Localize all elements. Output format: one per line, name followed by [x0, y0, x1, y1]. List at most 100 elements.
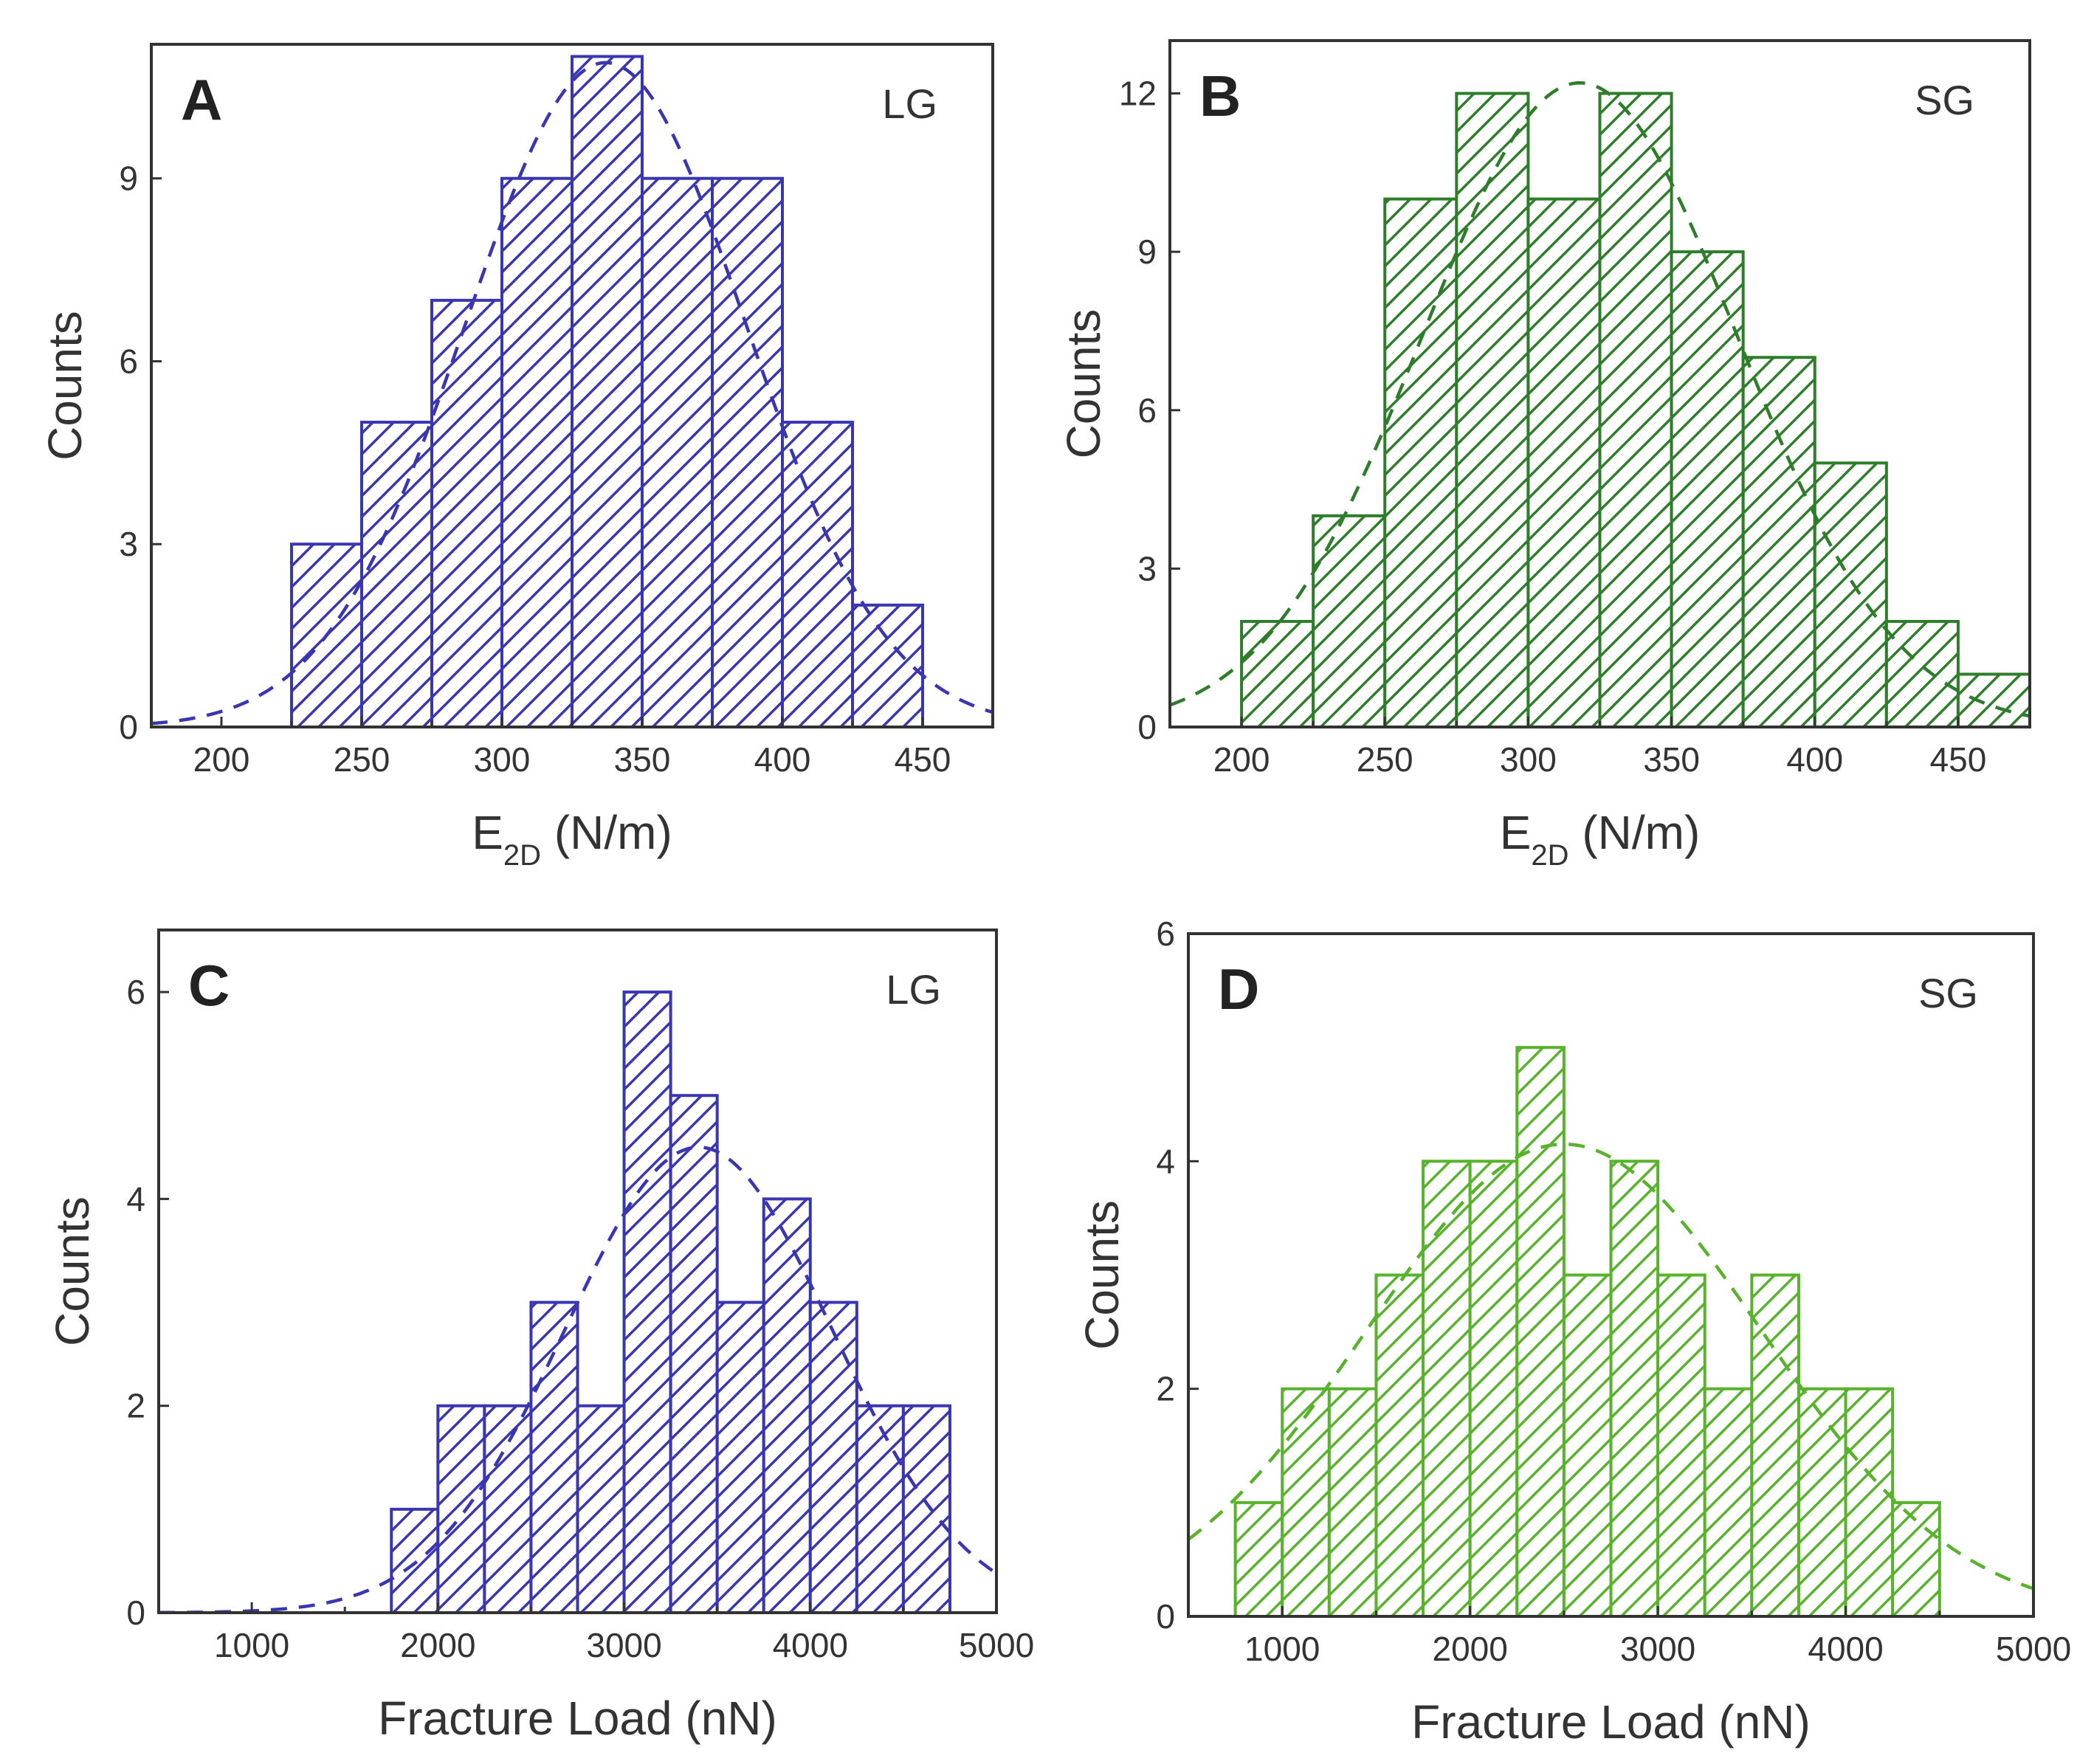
y-tick-label: 12 [1119, 75, 1157, 113]
histogram-bar [1374, 1273, 1425, 1618]
y-tick-label: 9 [1137, 232, 1157, 271]
x-tick-label: 400 [1786, 740, 1843, 779]
x-axis-title-main: Fracture Load (nN) [378, 1692, 777, 1745]
x-tick-label: 2000 [400, 1626, 475, 1664]
gaussian-fit-line [1170, 81, 2030, 718]
histogram-bar [1891, 1501, 1941, 1619]
histogram-bar [1240, 619, 1315, 729]
y-tick-label: 9 [119, 159, 138, 198]
x-tick-label: 4000 [1808, 1630, 1883, 1668]
x-tick-label: 200 [1213, 740, 1270, 779]
y-tick-label: 4 [126, 1179, 145, 1218]
x-tick-label: 3000 [1620, 1630, 1695, 1668]
histogram-bar [1327, 1387, 1378, 1618]
x-tick-label: 3000 [586, 1626, 661, 1664]
histogram-bar [781, 421, 854, 729]
y-tick-label: 0 [1156, 1597, 1175, 1636]
x-tick-label: 250 [1357, 740, 1413, 779]
histogram-bar [1281, 1387, 1331, 1618]
histogram-bar [1455, 92, 1530, 729]
sample-annotation: SG [1915, 77, 1974, 123]
histogram-bar [529, 1300, 579, 1614]
histogram-bar [360, 421, 433, 729]
x-tick-label: 350 [614, 740, 671, 779]
sample-annotation: LG [886, 966, 941, 1013]
histogram-bar [430, 298, 503, 728]
histogram-bar [851, 603, 924, 728]
panel-c: 1000 2000 3000 4000 5000 0 2 4 6 Counts Fracture L… [46, 928, 1034, 1745]
gaussian-fit-line [151, 61, 993, 726]
histogram-bar [1956, 672, 2032, 729]
histogram-bar [576, 1404, 626, 1615]
y-tick-label: 6 [1156, 914, 1175, 953]
x-tick-label: 400 [754, 740, 811, 779]
y-tick-label: 0 [1137, 708, 1157, 746]
x-tick-label: 300 [474, 740, 531, 779]
histogram-bar [1813, 461, 1888, 728]
histogram-bar [1383, 197, 1458, 729]
histogram-bars [390, 990, 951, 1615]
x-axis-title-main: Fracture Load (nN) [1411, 1695, 1811, 1749]
x-axis-title: E2D (N/m) [1500, 806, 1701, 872]
histogram-bar [711, 176, 784, 729]
y-tick-label: 2 [1156, 1370, 1175, 1408]
histogram-bar [1844, 1387, 1895, 1618]
y-tick-label: 0 [126, 1594, 145, 1632]
histogram-bar [1656, 1273, 1706, 1618]
sample-annotation: LG [882, 80, 937, 127]
histogram-bars [290, 55, 924, 729]
panel-d: 1000 2000 3000 4000 5000 0 2 4 6 Counts Fracture L… [1075, 914, 2071, 1749]
histogram-bars [1240, 92, 2032, 729]
histogram-bar [1562, 1273, 1613, 1618]
histogram-bar [500, 176, 574, 729]
histogram-bar [390, 1507, 440, 1615]
y-tick-label: 0 [119, 708, 138, 746]
y-axis-title: Counts [1057, 309, 1110, 459]
y-tick-label: 3 [1137, 549, 1157, 588]
histogram-bar [1703, 1387, 1754, 1618]
plot-frame [157, 928, 998, 1614]
x-axis-title: Fracture Load (nN) [378, 1692, 777, 1745]
histogram-bar [715, 1300, 765, 1614]
x-tick-label: 5000 [1996, 1630, 2071, 1668]
histogram-bar [436, 1404, 486, 1615]
x-tick-label: 1000 [214, 1626, 289, 1664]
x-tick-label: 450 [895, 740, 951, 779]
x-tick-label: 250 [334, 740, 390, 779]
x-tick-label: 4000 [773, 1626, 848, 1664]
plot-frame [1187, 932, 2035, 1618]
histogram-bar [1515, 1046, 1566, 1618]
gaussian-fit-line [159, 1145, 996, 1613]
panel-letter: B [1199, 63, 1241, 128]
histogram-bar [808, 1300, 858, 1614]
y-axis-title: Counts [38, 311, 92, 461]
y-tick-label: 3 [119, 525, 138, 563]
histogram-bar [669, 1094, 719, 1614]
x-tick-label: 1000 [1244, 1630, 1320, 1668]
histogram-bar [1468, 1160, 1519, 1619]
histogram-bar [622, 990, 672, 1615]
x-tick-label: 450 [1930, 740, 1987, 779]
x-axis-title-subscript: 2D [1531, 839, 1568, 872]
histogram-bar [1422, 1160, 1472, 1619]
histogram-bar [1797, 1387, 1847, 1618]
x-tick-label: 2000 [1432, 1630, 1507, 1668]
x-tick-label: 350 [1643, 740, 1700, 779]
x-axis-title-main: E [1500, 806, 1532, 859]
histogram-bar [762, 1197, 812, 1614]
histogram-bar [1526, 197, 1602, 729]
histogram-bars [1233, 1046, 1941, 1619]
histogram-bar [571, 55, 644, 728]
y-axis-title: Counts [46, 1196, 99, 1346]
y-tick-label: 6 [119, 342, 138, 380]
y-axis-title: Counts [1075, 1200, 1129, 1350]
histogram-bar [483, 1404, 533, 1615]
y-tick-label: 4 [1156, 1142, 1175, 1180]
histogram-bar [1598, 92, 1673, 729]
panel-letter: A [181, 67, 222, 132]
histogram-bar [855, 1404, 905, 1615]
sample-annotation: SG [1918, 970, 1978, 1016]
x-axis-title: E2D (N/m) [472, 806, 672, 872]
x-tick-label: 5000 [959, 1626, 1034, 1664]
